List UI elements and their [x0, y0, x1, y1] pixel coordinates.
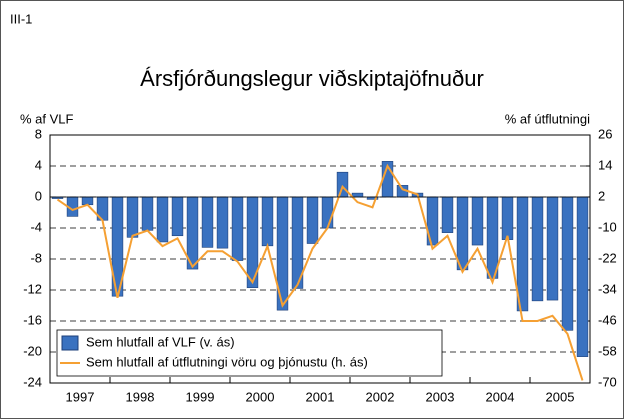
x-tick-label: 2000 — [246, 389, 275, 404]
y-tick-label: -4 — [30, 219, 42, 234]
x-tick-label: 2002 — [366, 389, 395, 404]
y-tick-label: 0 — [35, 188, 42, 203]
y2-tick-label: -34 — [598, 281, 617, 296]
y2-tick-label: 14 — [598, 157, 612, 172]
bar — [546, 196, 559, 301]
y2-tick-label: 26 — [598, 126, 612, 141]
y-tick-label: -20 — [23, 343, 42, 358]
y-tick-label: -16 — [23, 312, 42, 327]
y2-tick-label: -10 — [598, 219, 617, 234]
bar — [486, 196, 499, 279]
plot-frame — [49, 134, 591, 384]
line — [56, 163, 584, 381]
x-tick-label: 1998 — [126, 389, 155, 404]
bar — [171, 196, 184, 237]
bar — [231, 196, 244, 261]
bar — [501, 196, 514, 240]
y2-axis-label: % af útflutningi — [505, 111, 590, 126]
bar — [351, 192, 364, 198]
bar — [336, 171, 349, 198]
y2-tick-label: -46 — [598, 312, 617, 327]
y2-tick-label: 2 — [598, 188, 605, 203]
y-axis-label: % af VLF — [20, 111, 74, 126]
bar — [561, 196, 574, 331]
bar — [576, 196, 589, 357]
bar — [156, 196, 169, 243]
bar — [456, 196, 469, 271]
y-tick-label: -8 — [30, 250, 42, 265]
x-tick-label: 2004 — [486, 389, 515, 404]
y2-tick-label: -58 — [598, 343, 617, 358]
y2-tick-label: -22 — [598, 250, 617, 265]
bar — [441, 196, 454, 233]
bar — [261, 196, 274, 247]
x-tick-label: 2005 — [546, 389, 575, 404]
figure-label: III-1 — [10, 11, 32, 26]
x-tick-label: 2001 — [306, 389, 335, 404]
bar — [321, 196, 334, 229]
bar — [201, 196, 214, 248]
y2-tick-label: -70 — [598, 374, 617, 389]
legend-label: Sem hlutfall af VLF (v. ás) — [86, 334, 235, 349]
bar — [81, 196, 94, 206]
legend-swatch — [61, 335, 79, 351]
bar — [306, 196, 319, 244]
x-tick-label: 1997 — [66, 389, 95, 404]
x-tick-label: 2003 — [426, 389, 455, 404]
y-tick-label: 8 — [35, 126, 42, 141]
bar — [216, 196, 229, 249]
x-tick-label: 1999 — [186, 389, 215, 404]
bar — [141, 196, 154, 231]
y-tick-label: 4 — [35, 157, 42, 172]
legend-label: Sem hlutfall af útflutningi vöru og þjón… — [86, 354, 368, 369]
bar — [126, 196, 139, 238]
bar — [531, 196, 544, 302]
bar — [471, 196, 484, 246]
chart-title: Ársfjórðungslegur viðskiptajöfnuður — [140, 66, 484, 91]
y-tick-label: -24 — [23, 374, 42, 389]
legend-box — [56, 329, 443, 377]
y-tick-label: -12 — [23, 281, 42, 296]
